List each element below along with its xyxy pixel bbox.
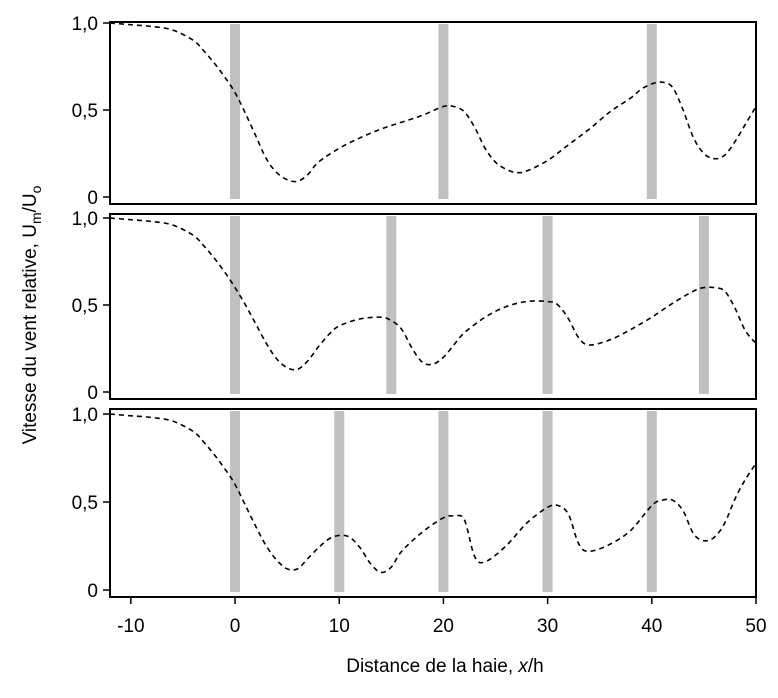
x-axis-label-unit: /h bbox=[528, 656, 544, 677]
y-axis-label-text: Vitesse du vent relative, U bbox=[20, 224, 41, 444]
x-axis-label-text: Distance de la haie, bbox=[346, 656, 518, 677]
panel-frame bbox=[109, 21, 757, 205]
hedge-bar bbox=[542, 411, 553, 592]
wind-speed-curve bbox=[109, 217, 757, 371]
y-axis-label-sub-o: o bbox=[28, 185, 44, 193]
x-tick-label: 50 bbox=[745, 616, 766, 637]
x-axis-label-variable: x bbox=[517, 656, 529, 677]
y-axis-label: Vitesse du vent relative, Um/Uo bbox=[20, 185, 44, 444]
wind-speed-curve bbox=[109, 22, 757, 183]
y-tick-label: 1,0 bbox=[72, 209, 98, 230]
panel-1: 0 0,5 1,0 bbox=[72, 14, 757, 209]
panel-frame bbox=[109, 213, 757, 400]
wind-speed-curve bbox=[109, 413, 757, 574]
y-tick-label: 1,0 bbox=[72, 405, 98, 426]
x-tick-label: 30 bbox=[537, 616, 558, 637]
panel-3: 0 0,5 1,0 bbox=[72, 405, 757, 602]
y-tick-label: 0 bbox=[87, 581, 98, 602]
y-tick-label: 0,5 bbox=[72, 296, 98, 317]
y-tick-label: 0,5 bbox=[72, 493, 98, 514]
x-tick-label: 0 bbox=[230, 616, 241, 637]
x-tick-label: -10 bbox=[117, 616, 144, 637]
x-axis: -10 0 10 20 30 40 50 bbox=[117, 597, 767, 637]
x-axis-label: Distance de la haie, x/h bbox=[346, 656, 544, 677]
panel-frame bbox=[109, 408, 757, 598]
hedge-bar bbox=[646, 24, 657, 199]
hedge-bar bbox=[334, 411, 345, 592]
hedge-bar bbox=[542, 216, 553, 394]
hedge-bar bbox=[698, 216, 709, 394]
hedge-bar bbox=[438, 24, 449, 199]
hedge-bar bbox=[438, 411, 449, 592]
chart-panels: 00,51,000,51,000,51,0 bbox=[72, 14, 757, 602]
x-tick-label: 20 bbox=[433, 616, 454, 637]
y-tick-label: 0,5 bbox=[72, 101, 98, 122]
hedge-bar bbox=[230, 24, 241, 199]
panel-2: 0 0,5 1,0 bbox=[72, 209, 757, 404]
y-axis-label-mid: /U bbox=[20, 193, 41, 212]
x-tick-label: 40 bbox=[641, 616, 662, 637]
y-tick-label: 0 bbox=[87, 383, 98, 404]
y-tick-label: 0 bbox=[87, 188, 98, 209]
hedge-bar bbox=[386, 216, 397, 394]
hedge-bar bbox=[646, 411, 657, 592]
hedge-bar bbox=[230, 216, 241, 394]
y-tick-label: 1,0 bbox=[72, 14, 98, 35]
y-axis-label-sub-m: m bbox=[28, 212, 44, 224]
hedge-bar bbox=[230, 411, 241, 592]
x-tick-label: 10 bbox=[329, 616, 350, 637]
